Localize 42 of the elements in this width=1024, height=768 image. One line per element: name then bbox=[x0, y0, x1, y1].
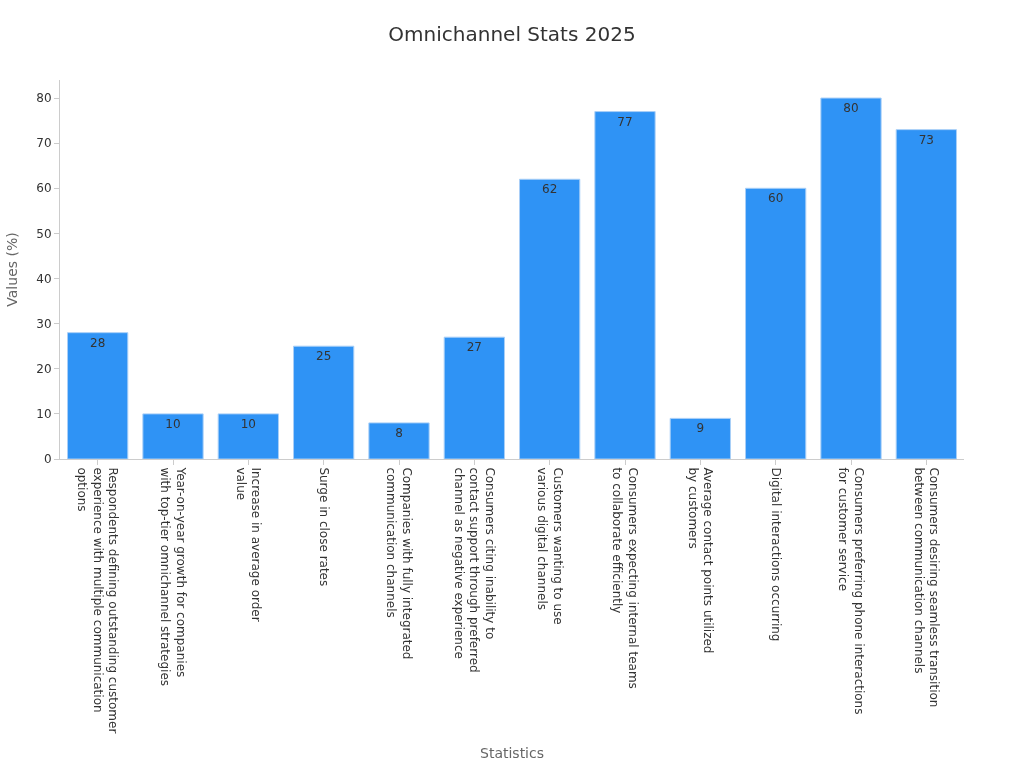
chart-title: Omnichannel Stats 2025 bbox=[388, 21, 636, 46]
bar bbox=[820, 97, 882, 459]
y-tick-label: 50 bbox=[36, 226, 52, 241]
x-tick-label: Increase in average order value bbox=[233, 467, 264, 622]
x-tick-label: Digital interactions occurring bbox=[768, 467, 783, 642]
y-tick-label: 80 bbox=[36, 91, 52, 106]
x-tick-label: Surge in close rates bbox=[316, 467, 331, 587]
y-axis-title: Values (%) bbox=[3, 232, 20, 307]
data-label: 9 bbox=[696, 421, 705, 436]
bar bbox=[519, 178, 581, 459]
y-tick-label: 10 bbox=[36, 407, 52, 422]
x-tick-label: Companies with fully integrated communication channels bbox=[384, 467, 414, 660]
bar bbox=[67, 332, 129, 459]
bar bbox=[745, 187, 807, 459]
x-axis-title: Statistics bbox=[480, 744, 544, 761]
data-label: 10 bbox=[240, 416, 256, 431]
data-label: 77 bbox=[617, 114, 633, 129]
data-label: 80 bbox=[843, 101, 859, 116]
data-label: 8 bbox=[395, 425, 403, 440]
bar bbox=[895, 129, 957, 459]
data-label: 10 bbox=[165, 416, 181, 431]
bar bbox=[293, 345, 355, 459]
x-tick-label: Consumers preferring phone interactions for customer service bbox=[836, 467, 866, 715]
x-tick-label: Respondents defining outstanding customer experience with multiple communication options bbox=[75, 467, 121, 734]
data-label: 27 bbox=[466, 340, 482, 355]
data-label: 60 bbox=[768, 191, 784, 206]
y-tick-label: 40 bbox=[36, 271, 52, 286]
bar bbox=[142, 413, 204, 459]
data-label: 62 bbox=[542, 182, 558, 197]
data-label: 28 bbox=[90, 335, 106, 350]
bar bbox=[443, 336, 505, 459]
bar bbox=[669, 417, 731, 459]
y-tick-label: 70 bbox=[36, 136, 52, 151]
y-tick-label: 30 bbox=[36, 316, 52, 331]
bar bbox=[594, 111, 656, 459]
y-tick-label: 60 bbox=[36, 181, 52, 196]
y-tick-label: 0 bbox=[43, 452, 52, 467]
bar bbox=[217, 413, 279, 459]
data-label: 25 bbox=[316, 349, 332, 364]
y-tick-label: 20 bbox=[36, 361, 52, 376]
bar bbox=[368, 422, 430, 459]
data-label: 73 bbox=[918, 132, 934, 147]
